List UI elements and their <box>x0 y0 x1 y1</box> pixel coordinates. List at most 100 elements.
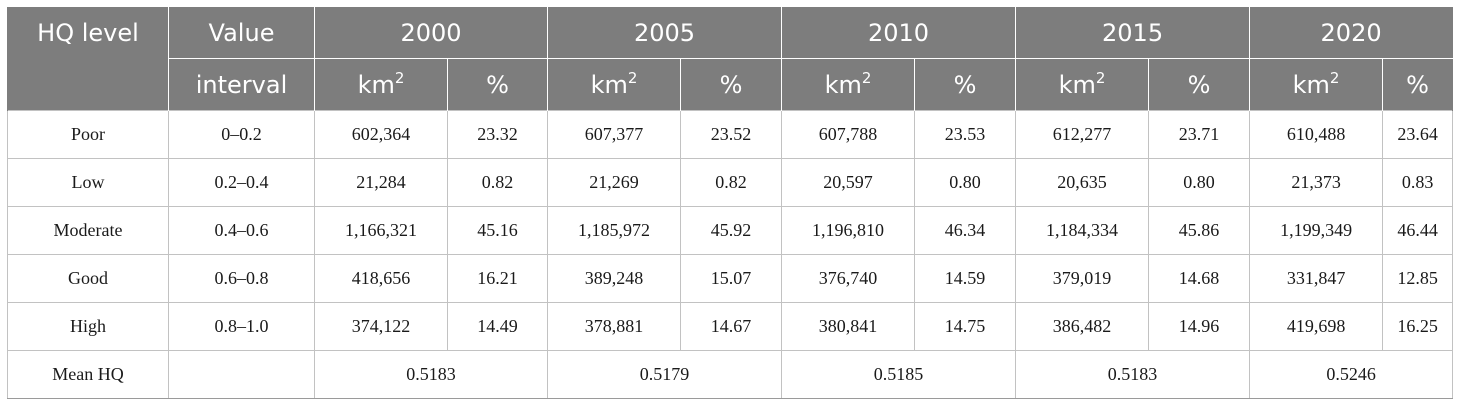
cell-area-2020: 610,488 <box>1249 110 1384 159</box>
cell-percent-2015: 45.86 <box>1148 206 1251 255</box>
cell-percent-2010: 14.75 <box>914 302 1017 351</box>
cell-area-2000: 602,364 <box>314 110 448 159</box>
cell-area-2000: 374,122 <box>314 302 448 351</box>
cell-percent-2000: 14.49 <box>446 302 549 351</box>
cell-percent-2010: 46.34 <box>914 206 1017 255</box>
table-container: HQ level Value 2000 2005 2010 2015 2020 … <box>7 7 1454 399</box>
cell-percent-2020: 12.85 <box>1382 254 1454 303</box>
mean-value-2020: 0.5246 <box>1249 350 1454 399</box>
header-unit-km2: km2 <box>314 58 448 111</box>
cell-percent-2010: 0.80 <box>914 158 1017 207</box>
header-hq-level-blank <box>7 58 169 111</box>
cell-percent-2015: 14.68 <box>1148 254 1251 303</box>
header-year-2010: 2010 <box>781 7 1017 59</box>
header-unit-percent: % <box>1148 58 1251 111</box>
header-hq-level: HQ level <box>7 7 169 59</box>
unit-km-text: km <box>357 70 395 99</box>
mean-value-2005: 0.5179 <box>547 350 783 399</box>
row-interval: 0.2–0.4 <box>168 158 315 207</box>
cell-percent-2010: 14.59 <box>914 254 1017 303</box>
row-interval: 0.8–1.0 <box>168 302 315 351</box>
cell-percent-2010: 23.53 <box>914 110 1017 159</box>
header-unit-km2: km2 <box>547 58 682 111</box>
cell-area-2015: 379,019 <box>1015 254 1150 303</box>
unit-km-exponent: 2 <box>1095 68 1106 87</box>
cell-percent-2020: 23.64 <box>1382 110 1454 159</box>
cell-area-2010: 376,740 <box>781 254 916 303</box>
cell-area-2015: 20,635 <box>1015 158 1150 207</box>
cell-percent-2000: 23.32 <box>446 110 549 159</box>
cell-percent-2005: 15.07 <box>680 254 783 303</box>
mean-value-2000: 0.5183 <box>313 350 549 399</box>
row-level-label: Poor <box>7 110 169 159</box>
mean-row-interval <box>168 350 315 399</box>
header-unit-km2: km2 <box>1249 58 1384 111</box>
cell-percent-2015: 0.80 <box>1148 158 1251 207</box>
cell-percent-2020: 0.83 <box>1382 158 1454 207</box>
cell-area-2005: 607,377 <box>547 110 682 159</box>
cell-area-2020: 21,373 <box>1249 158 1384 207</box>
header-unit-km2: km2 <box>1015 58 1150 111</box>
mean-value-2015: 0.5183 <box>1015 350 1251 399</box>
cell-area-2010: 380,841 <box>781 302 916 351</box>
row-level-label: Low <box>7 158 169 207</box>
table-row-good: Good 0.6–0.8 418,656 16.21 389,248 15.07… <box>7 254 1454 303</box>
cell-area-2020: 419,698 <box>1249 302 1384 351</box>
header-row-years: HQ level Value 2000 2005 2010 2015 2020 <box>7 7 1454 59</box>
unit-km-text: km <box>590 70 628 99</box>
row-level-label: Moderate <box>7 206 169 255</box>
cell-area-2010: 20,597 <box>781 158 916 207</box>
cell-area-2010: 1,196,810 <box>781 206 916 255</box>
cell-area-2005: 1,185,972 <box>547 206 682 255</box>
table-body: Poor 0–0.2 602,364 23.32 607,377 23.52 6… <box>7 110 1454 399</box>
cell-percent-2015: 23.71 <box>1148 110 1251 159</box>
cell-area-2020: 331,847 <box>1249 254 1384 303</box>
cell-area-2005: 21,269 <box>547 158 682 207</box>
unit-km-exponent: 2 <box>1329 68 1340 87</box>
cell-area-2000: 21,284 <box>314 158 448 207</box>
table-row-poor: Poor 0–0.2 602,364 23.32 607,377 23.52 6… <box>7 110 1454 159</box>
cell-percent-2000: 16.21 <box>446 254 549 303</box>
cell-area-2005: 389,248 <box>547 254 682 303</box>
header-row-units: interval km2 % km2 % km2 % km2 % km2 % <box>7 58 1454 111</box>
cell-percent-2015: 14.96 <box>1148 302 1251 351</box>
header-value: Value <box>168 7 315 59</box>
cell-percent-2005: 14.67 <box>680 302 783 351</box>
cell-percent-2020: 16.25 <box>1382 302 1454 351</box>
cell-percent-2005: 0.82 <box>680 158 783 207</box>
table-row-low: Low 0.2–0.4 21,284 0.82 21,269 0.82 20,5… <box>7 158 1454 207</box>
unit-km-text: km <box>1292 70 1330 99</box>
row-interval: 0.6–0.8 <box>168 254 315 303</box>
mean-row-label: Mean HQ <box>7 350 169 399</box>
header-year-2000: 2000 <box>313 7 549 59</box>
header-unit-km2: km2 <box>781 58 916 111</box>
cell-percent-2005: 45.92 <box>680 206 783 255</box>
row-level-label: Good <box>7 254 169 303</box>
row-level-label: High <box>7 302 169 351</box>
cell-percent-2005: 23.52 <box>680 110 783 159</box>
table-header: HQ level Value 2000 2005 2010 2015 2020 … <box>7 7 1454 111</box>
cell-area-2015: 1,184,334 <box>1015 206 1150 255</box>
row-interval: 0.4–0.6 <box>168 206 315 255</box>
unit-km-text: km <box>824 70 862 99</box>
cell-area-2005: 378,881 <box>547 302 682 351</box>
row-interval: 0–0.2 <box>168 110 315 159</box>
mean-value-2010: 0.5185 <box>781 350 1017 399</box>
header-unit-percent: % <box>446 58 549 111</box>
table-row-moderate: Moderate 0.4–0.6 1,166,321 45.16 1,185,9… <box>7 206 1454 255</box>
cell-area-2010: 607,788 <box>781 110 916 159</box>
unit-km-exponent: 2 <box>861 68 872 87</box>
table-row-high: High 0.8–1.0 374,122 14.49 378,881 14.67… <box>7 302 1454 351</box>
unit-km-exponent: 2 <box>394 68 405 87</box>
header-unit-percent: % <box>680 58 783 111</box>
unit-km-exponent: 2 <box>627 68 638 87</box>
habitat-quality-table: HQ level Value 2000 2005 2010 2015 2020 … <box>7 7 1454 399</box>
header-year-2020: 2020 <box>1249 7 1454 59</box>
header-unit-percent: % <box>914 58 1017 111</box>
unit-km-text: km <box>1058 70 1096 99</box>
cell-area-2015: 612,277 <box>1015 110 1150 159</box>
cell-area-2015: 386,482 <box>1015 302 1150 351</box>
header-unit-percent: % <box>1382 58 1454 111</box>
header-year-2015: 2015 <box>1015 7 1251 59</box>
cell-percent-2000: 0.82 <box>446 158 549 207</box>
